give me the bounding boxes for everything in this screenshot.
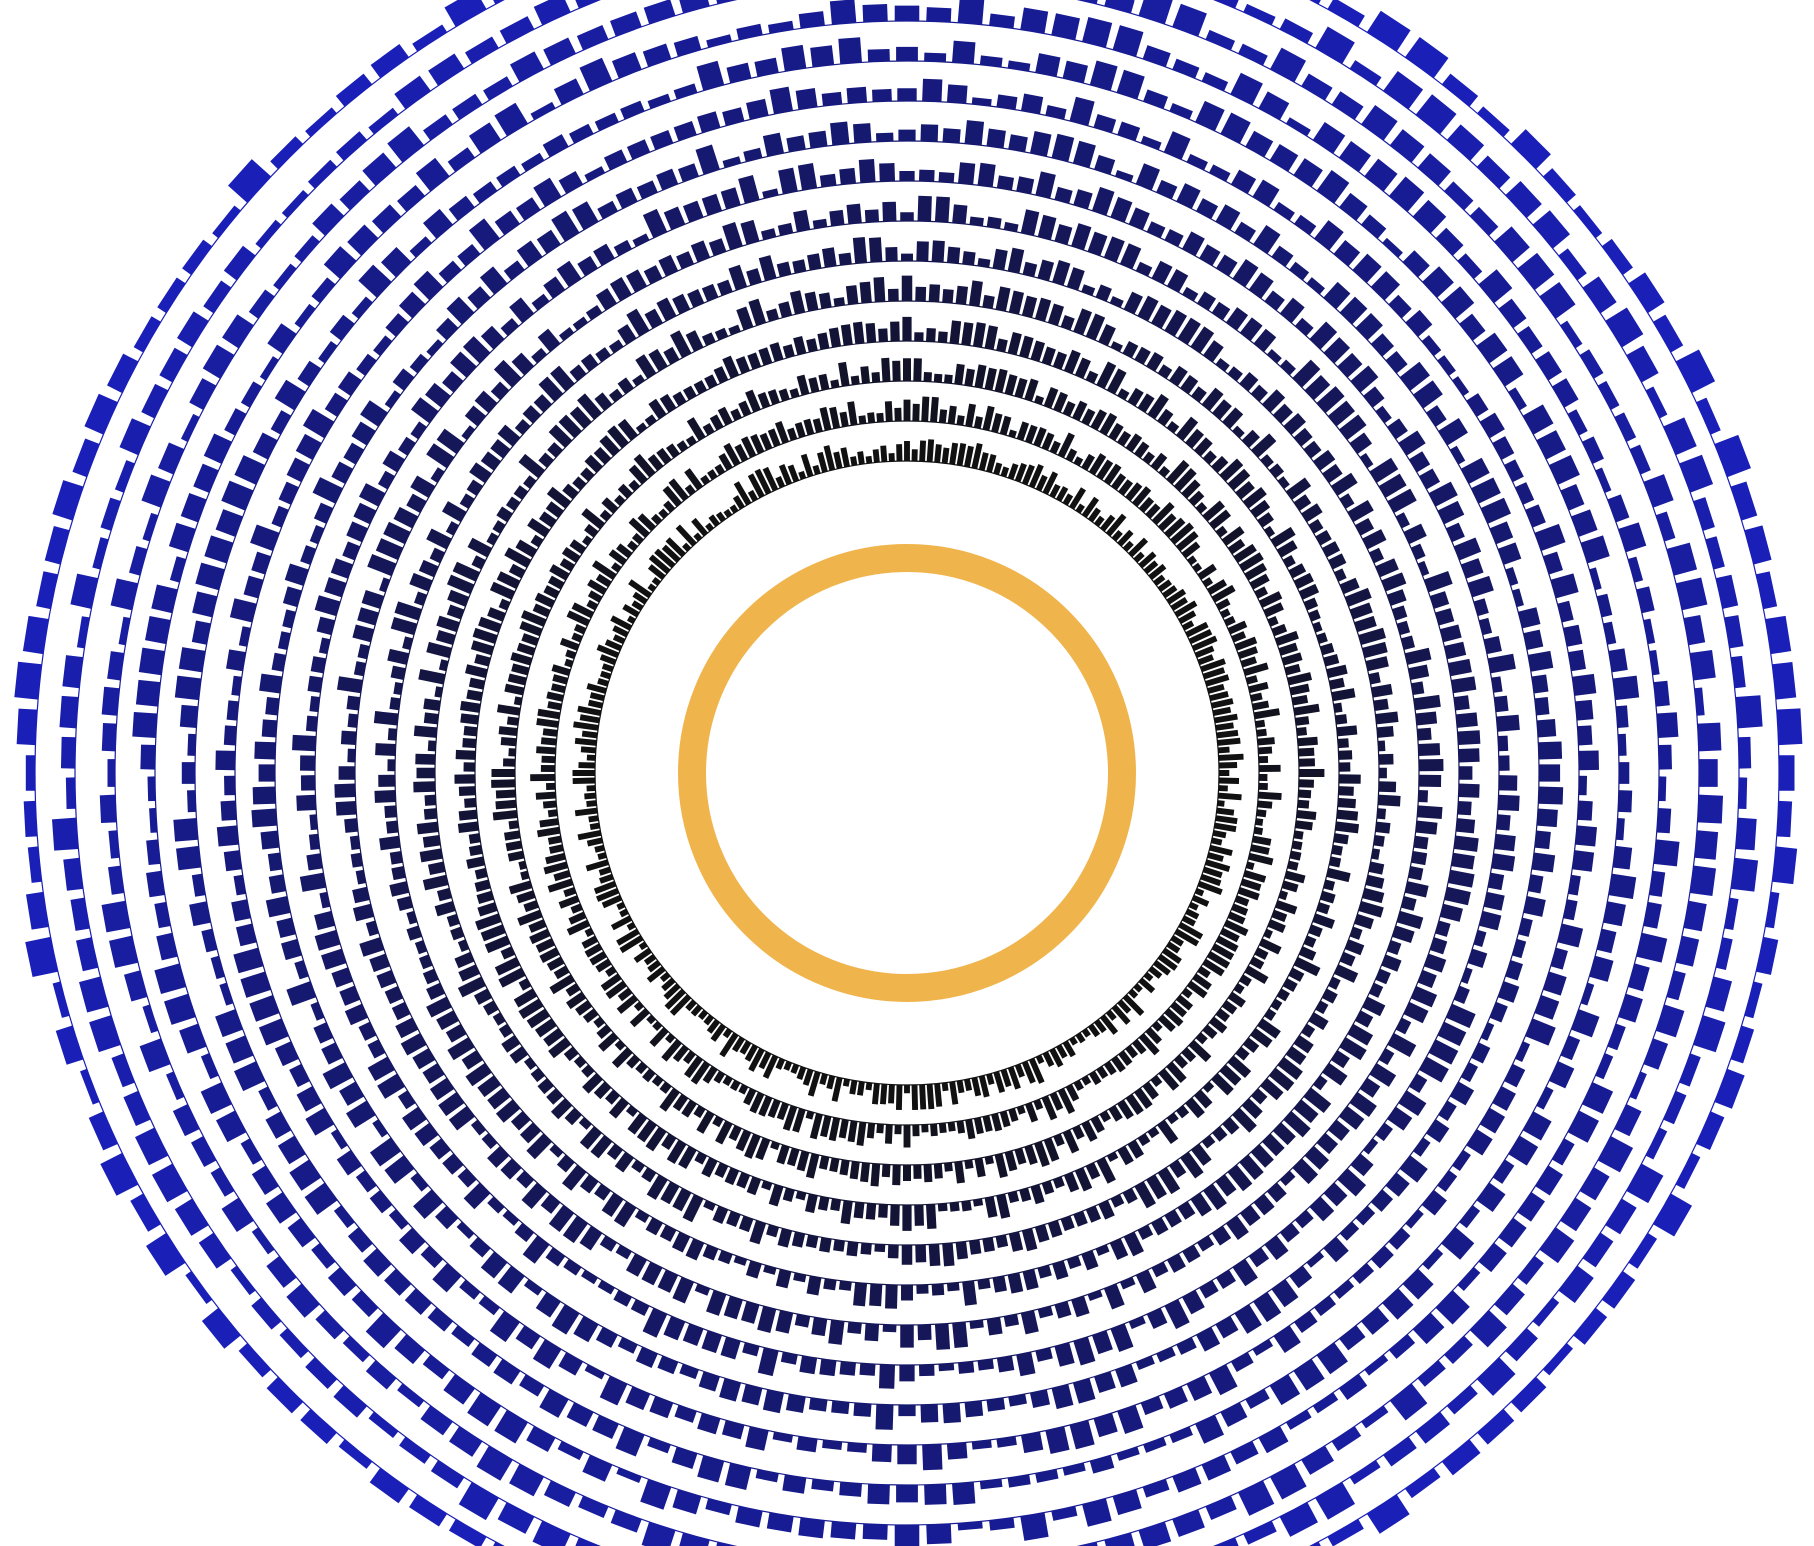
ring-bars: [132, 0, 1680, 1546]
ring-5: [413, 275, 1401, 1267]
ring-14: [51, 0, 1763, 1546]
ring-10: [215, 78, 1599, 1471]
ring-bars: [454, 316, 1361, 1231]
ring-1: [572, 439, 1244, 1110]
ring-bars: [251, 120, 1564, 1430]
ring-bars: [14, 0, 1803, 1546]
ring-bars: [334, 195, 1481, 1350]
ring-bars: [51, 0, 1763, 1546]
ring-bars: [99, 0, 1724, 1546]
ring-bars: [173, 37, 1640, 1506]
ring-2: [530, 396, 1282, 1148]
ring-3: [491, 357, 1325, 1187]
ring-baseline: [554, 420, 1260, 1126]
ring-15: [14, 0, 1803, 1546]
ring-baseline: [354, 220, 1460, 1326]
ring-baseline: [234, 100, 1580, 1446]
ring-bars: [373, 236, 1444, 1309]
ring-baseline: [194, 60, 1620, 1486]
ring-4: [454, 316, 1361, 1231]
core-ring-circle: [678, 544, 1136, 1002]
ring-11: [173, 37, 1640, 1506]
core-ring: [678, 544, 1136, 1002]
ring-bars: [491, 357, 1325, 1187]
ring-13: [99, 0, 1724, 1546]
ring-12: [132, 0, 1680, 1546]
ring-bars: [215, 78, 1599, 1471]
ring-baseline: [474, 340, 1340, 1206]
ring-bars: [530, 396, 1282, 1148]
ring-baseline: [74, 0, 1740, 1546]
ring-bars: [572, 439, 1244, 1110]
ring-6: [373, 236, 1444, 1309]
ring-baseline: [34, 0, 1780, 1546]
rings-layer: [14, 0, 1803, 1546]
ring-9: [251, 120, 1564, 1430]
ring-7: [334, 195, 1481, 1350]
ring-8: [292, 158, 1520, 1389]
ring-bars: [292, 158, 1520, 1389]
ring-bars: [413, 275, 1401, 1267]
ring-baseline: [514, 380, 1300, 1166]
